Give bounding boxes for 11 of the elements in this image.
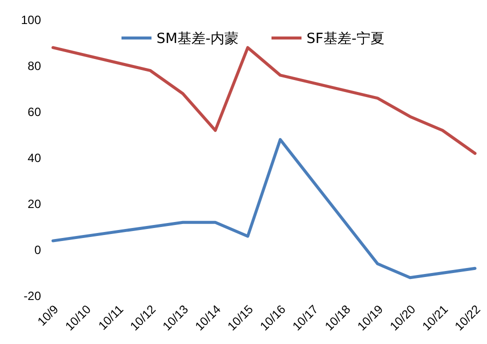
y-tick-label: -20: [24, 289, 42, 304]
y-tick-label: 0: [34, 243, 42, 258]
y-tick-label: 100: [20, 13, 42, 28]
legend-label: SF基差-宁夏: [306, 30, 384, 47]
legend-label: SM基差-内蒙: [156, 30, 239, 47]
line-series: [52, 46, 476, 155]
y-tick-label: 60: [28, 105, 42, 120]
y-tick-label: 80: [28, 59, 42, 74]
line-series: [52, 138, 476, 280]
y-tick-label: 20: [28, 197, 42, 212]
y-tick-label: 40: [28, 151, 42, 166]
